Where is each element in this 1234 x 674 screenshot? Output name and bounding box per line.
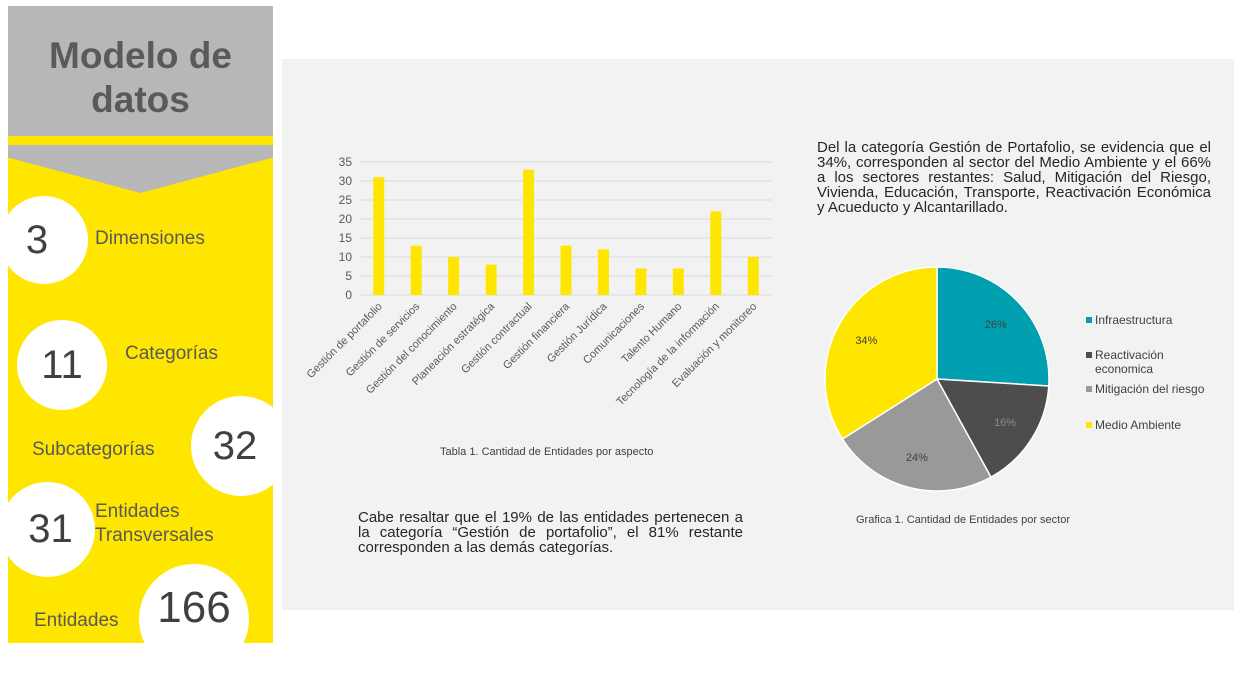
bar bbox=[635, 268, 647, 295]
legend-swatch bbox=[1086, 317, 1092, 323]
y-tick-label: 35 bbox=[339, 155, 353, 169]
pie-slice bbox=[935, 378, 1050, 479]
legend-label: Mitigación del riesgo bbox=[1095, 382, 1205, 396]
stat-label-subcategorias: Subcategorías bbox=[32, 439, 155, 460]
stat-circle-dimensiones: 3 bbox=[0, 196, 88, 284]
stat-circle-subcategorias: 32 bbox=[191, 396, 291, 496]
legend-label: Infraestructura bbox=[1095, 313, 1173, 327]
bar bbox=[373, 177, 385, 295]
sidebar-title: Modelo de datos bbox=[49, 35, 232, 120]
legend-item: Reactivación economica bbox=[1086, 348, 1180, 376]
y-tick-label: 5 bbox=[345, 269, 352, 283]
y-tick-label: 0 bbox=[345, 288, 352, 302]
stat-number-dimensiones: 3 bbox=[25, 217, 49, 262]
y-tick-label: 10 bbox=[339, 250, 353, 264]
stat-number-subcategorias: 32 bbox=[212, 423, 258, 468]
bar bbox=[710, 211, 722, 295]
bar bbox=[747, 257, 759, 295]
pie-chart-caption: Grafica 1. Cantidad de Entidades por sec… bbox=[856, 514, 1071, 526]
legend-item: Mitigación del riesgo bbox=[1086, 382, 1204, 396]
bar-chart-caption: Tabla 1. Cantidad de Entidades por aspec… bbox=[440, 446, 654, 458]
pie-slice-label: 34% bbox=[855, 335, 877, 347]
legend-swatch bbox=[1086, 422, 1092, 428]
pie-slice bbox=[824, 266, 938, 441]
bar bbox=[410, 245, 422, 295]
stat-label-categorias: Categorías bbox=[125, 343, 218, 364]
bar-chart-note: Cabe resaltar que el 19% de las entidade… bbox=[358, 509, 743, 556]
pie-slice-label: 16% bbox=[994, 417, 1016, 429]
pie-slice-label: 24% bbox=[906, 452, 928, 464]
bar bbox=[523, 169, 535, 295]
stat-label-dimensiones: Dimensiones bbox=[95, 228, 205, 249]
pie-chart: 26% 16% 24% 34% bbox=[824, 266, 1050, 492]
sidebar: Modelo de datos 3 Dimensiones 11 Categor… bbox=[0, 6, 291, 674]
stat-circle-entidades: 166 bbox=[139, 564, 249, 674]
bar bbox=[560, 245, 572, 295]
legend-label: Medio Ambiente bbox=[1095, 418, 1182, 432]
stat-circle-categorias: 11 bbox=[17, 320, 107, 410]
legend-swatch bbox=[1086, 352, 1092, 358]
pie-slice-label: 26% bbox=[985, 319, 1007, 331]
bar bbox=[672, 268, 684, 295]
y-tick-label: 25 bbox=[339, 193, 353, 207]
x-tick-label: Gestión financiera bbox=[501, 300, 573, 372]
y-tick-label: 30 bbox=[339, 174, 353, 188]
y-tick-label: 15 bbox=[339, 231, 353, 245]
legend-item: Infraestructura bbox=[1086, 313, 1172, 327]
stat-number-transversales: 31 bbox=[28, 507, 73, 551]
sidebar-header-background bbox=[8, 6, 273, 146]
y-tick-label: 20 bbox=[339, 212, 353, 226]
stat-number-categorias: 11 bbox=[41, 342, 83, 387]
stat-label-transversales: Entidades Transversales bbox=[95, 501, 214, 546]
pie-slice bbox=[841, 377, 992, 492]
legend-item: Medio Ambiente bbox=[1086, 418, 1181, 432]
legend-swatch bbox=[1086, 386, 1092, 392]
x-tick-label: Gestión contractual bbox=[459, 301, 535, 377]
pie-slice bbox=[936, 266, 1050, 387]
legend-label: Reactivación economica bbox=[1095, 348, 1164, 376]
pie-chart-note: Del la categoría Gestión de Portafolio, … bbox=[817, 139, 1211, 216]
content-panel bbox=[282, 59, 1234, 610]
bar bbox=[448, 257, 460, 295]
stat-number-entidades: 166 bbox=[157, 583, 231, 632]
bar bbox=[485, 264, 497, 295]
bar bbox=[597, 249, 609, 295]
stat-label-entidades: Entidades bbox=[34, 610, 119, 631]
stat-circle-transversales: 31 bbox=[0, 482, 95, 577]
